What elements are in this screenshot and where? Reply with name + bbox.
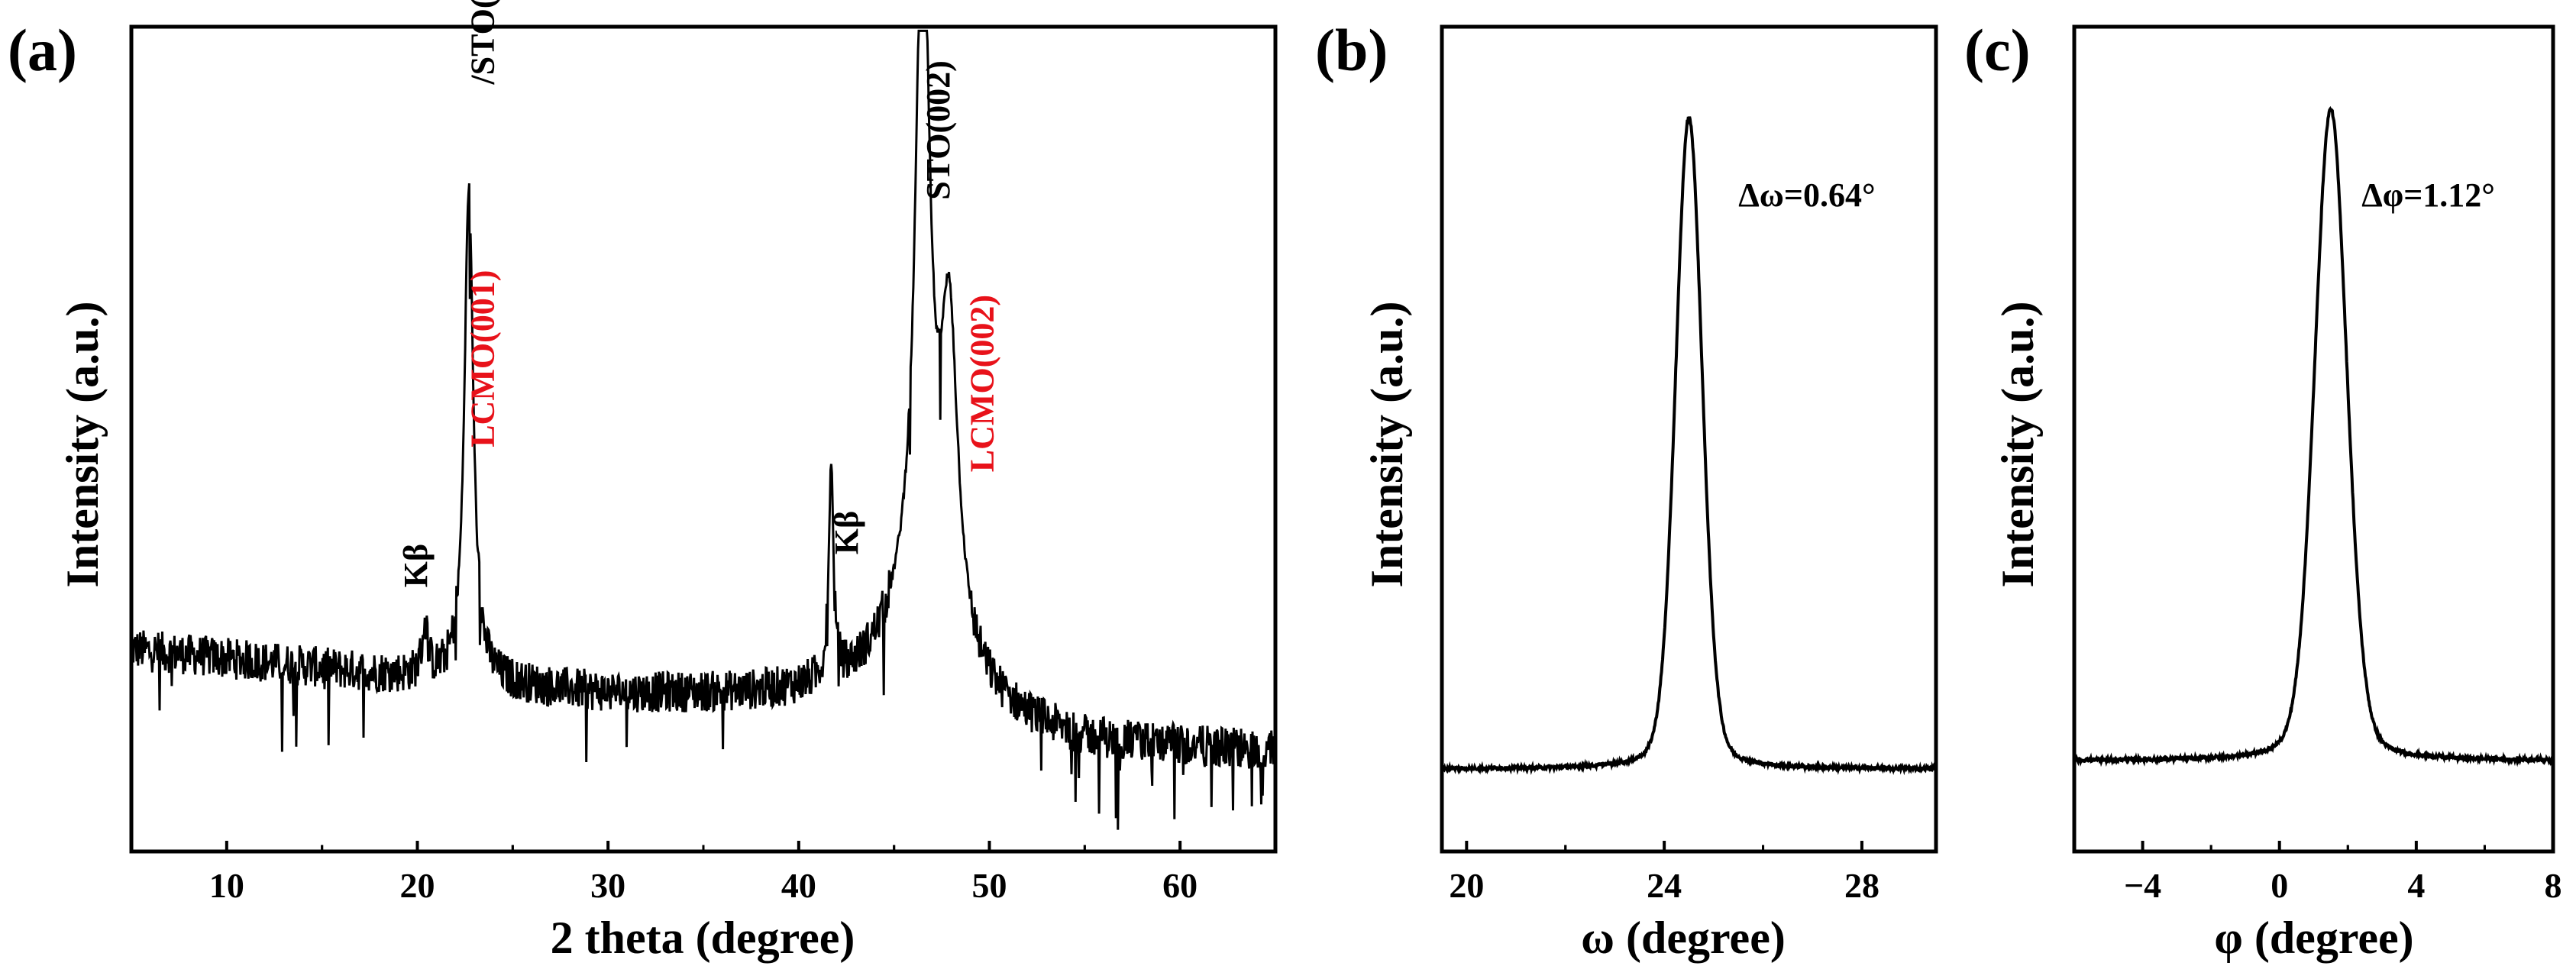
plot-frame: [1440, 24, 1938, 854]
plot-frame: [2072, 24, 2555, 854]
x-tick-label-10: 10: [209, 866, 244, 905]
x-tick-label-4: 4: [2407, 866, 2425, 905]
annotation-2: /STO(001): [464, 0, 501, 86]
rocking-curve-line: [2073, 105, 2555, 767]
panel-c-label: (c): [1964, 17, 2031, 83]
panel-b-y-axis-title: Intensity (a.u.): [1362, 301, 1412, 587]
x-tick-label-28: 28: [1844, 866, 1879, 905]
panel-a-plot-area: 10 20 30 40 50 60 Kβ LCMO(001) /STO(001) Kβ STO(00…: [129, 0, 1278, 905]
x-tick-label-30: 30: [590, 866, 625, 905]
panel-c-plot-area: −4 0 4 8 Δφ=1.12°: [2072, 24, 2562, 905]
annotation-5: LCMO(002): [964, 295, 1001, 472]
rocking-curve-line: [1441, 116, 1938, 776]
x-tick-label-8: 8: [2545, 866, 2562, 905]
panel-c-y-axis-title: Intensity (a.u.): [1993, 301, 2043, 587]
x-tick-label-60: 60: [1162, 866, 1198, 905]
annotation-4: STO(002): [920, 60, 957, 200]
x-tick-label-50: 50: [972, 866, 1007, 905]
fwhm-annotation: Δφ=1.12°: [2361, 176, 2495, 214]
panel-c: (c) −4 0 4 8 Δφ=1.12° φ (degree) Intensity (…: [1964, 17, 2562, 963]
panel-a-label: (a): [8, 17, 77, 83]
panel-b-label: (b): [1315, 17, 1388, 83]
x-tick-label--4: −4: [2124, 866, 2161, 905]
panel-b-x-axis-title: ω (degree): [1581, 913, 1786, 963]
xrd-series-line: [130, 29, 1277, 830]
x-tick-label-20: 20: [400, 866, 435, 905]
x-tick-label-40: 40: [781, 866, 816, 905]
panel-b: (b) 20 24 28 Δω=0.64° ω (degree) Intensity …: [1315, 17, 1938, 963]
x-tick-label-24: 24: [1647, 866, 1682, 905]
panel-c-x-axis-title: φ (degree): [2214, 913, 2413, 963]
panel-a-x-axis-title: 2 theta (degree): [551, 913, 855, 963]
x-tick-label-0: 0: [2271, 866, 2288, 905]
fwhm-annotation: Δω=0.64°: [1738, 176, 1875, 214]
panel-a-y-axis-title: Intensity (a.u.): [57, 301, 108, 587]
annotation-1: LCMO(001): [464, 270, 501, 447]
panel-a: (a) 10 20 30 40 50 60 Kβ LCMO(001) /STO(001) Kβ ST…: [8, 0, 1278, 963]
annotation-3: Kβ: [828, 511, 865, 554]
x-tick-label-20: 20: [1449, 866, 1484, 905]
panel-b-plot-area: 20 24 28 Δω=0.64°: [1440, 24, 1938, 905]
annotation-0: Kβ: [397, 544, 435, 587]
